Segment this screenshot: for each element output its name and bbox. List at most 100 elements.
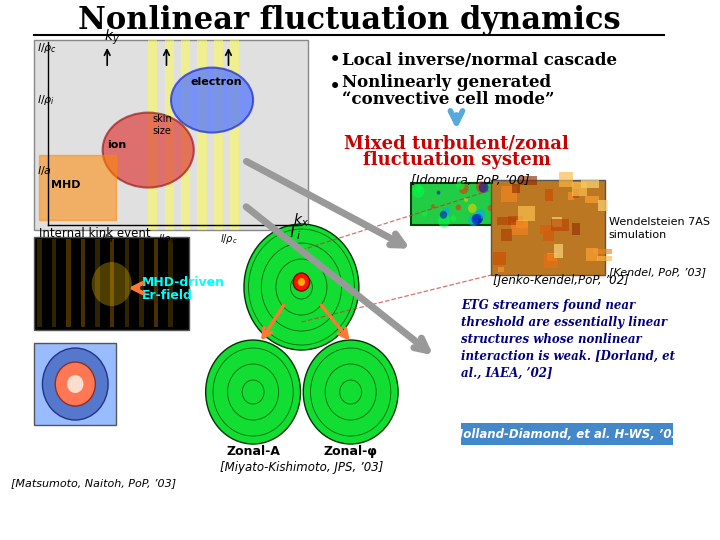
Bar (516, 220, 528, 228)
Bar (214, 40, 223, 230)
Bar (181, 40, 190, 230)
Text: “convective cell mode”: “convective cell mode” (341, 91, 554, 107)
Circle shape (468, 204, 477, 213)
Circle shape (474, 213, 483, 224)
Bar (586, 248, 598, 261)
Bar (500, 230, 512, 240)
Circle shape (413, 184, 425, 198)
Circle shape (490, 208, 503, 221)
Text: $k_x$: $k_x$ (294, 211, 310, 229)
Circle shape (91, 262, 132, 306)
Circle shape (42, 348, 108, 420)
Text: $l/a$: $l/a$ (101, 232, 114, 245)
Bar (501, 186, 518, 202)
Bar (497, 217, 516, 225)
Text: Zonal-φ: Zonal-φ (324, 444, 378, 457)
Bar (511, 222, 528, 235)
Circle shape (518, 202, 526, 211)
Text: •: • (329, 50, 341, 70)
Circle shape (443, 207, 450, 215)
Bar (519, 176, 536, 185)
Circle shape (293, 273, 310, 291)
Text: interaction is weak. [Dorland, et: interaction is weak. [Dorland, et (461, 349, 675, 362)
Text: $l/\rho_i$: $l/\rho_i$ (37, 93, 55, 107)
Bar (593, 249, 612, 254)
Text: Local inverse/normal cascade: Local inverse/normal cascade (341, 52, 616, 69)
Bar (546, 188, 553, 200)
Text: ETG streamers found near: ETG streamers found near (461, 299, 635, 312)
Text: MHD: MHD (51, 180, 81, 190)
Bar (35, 237, 189, 330)
Circle shape (472, 215, 476, 220)
Bar (153, 239, 158, 327)
Circle shape (559, 186, 567, 194)
Circle shape (526, 200, 531, 205)
Text: Nonlinear fluctuation dynamics: Nonlinear fluctuation dynamics (78, 5, 620, 36)
Text: $k_y$: $k_y$ (104, 28, 120, 47)
Circle shape (456, 205, 461, 211)
Bar (125, 239, 129, 327)
Circle shape (416, 186, 422, 191)
Bar (546, 253, 557, 261)
Bar (37, 239, 42, 327)
Text: skin
size: skin size (152, 114, 172, 136)
Text: structures whose nonlinear: structures whose nonlinear (461, 333, 642, 346)
Text: ion: ion (107, 140, 126, 150)
Circle shape (422, 210, 428, 217)
Text: Nonlinearly generated: Nonlinearly generated (341, 73, 551, 91)
Circle shape (459, 184, 464, 188)
Circle shape (549, 199, 559, 210)
Circle shape (456, 180, 465, 190)
Bar (585, 196, 599, 203)
Bar (551, 219, 569, 231)
Circle shape (468, 215, 479, 226)
Circle shape (508, 204, 512, 208)
Bar (544, 254, 559, 268)
Circle shape (583, 198, 588, 203)
Circle shape (298, 278, 305, 286)
Circle shape (588, 188, 593, 194)
Circle shape (513, 206, 518, 211)
Bar (572, 222, 580, 235)
Circle shape (67, 375, 84, 393)
Bar (598, 200, 608, 211)
Bar (491, 180, 605, 275)
Text: Wendelsteien 7AS: Wendelsteien 7AS (608, 217, 710, 227)
Circle shape (526, 185, 533, 193)
Text: [Idomura, PoP, ’00]: [Idomura, PoP, ’00] (411, 173, 529, 186)
Text: $l/\rho_c$: $l/\rho_c$ (37, 41, 57, 55)
Bar (552, 218, 562, 227)
Bar (66, 239, 71, 327)
Text: Zonal-A: Zonal-A (226, 444, 280, 457)
Text: Er-field: Er-field (142, 288, 193, 301)
Circle shape (244, 224, 359, 350)
Circle shape (303, 340, 398, 444)
Text: $l/a$: $l/a$ (37, 164, 52, 177)
Circle shape (581, 190, 585, 195)
Ellipse shape (103, 112, 194, 187)
Bar (411, 183, 598, 225)
Text: electron: electron (191, 77, 243, 87)
Circle shape (55, 362, 95, 406)
Text: $l/\rho_c$: $l/\rho_c$ (220, 232, 238, 246)
Text: [Kendel, PoP, ’03]: [Kendel, PoP, ’03] (608, 267, 706, 277)
Bar (493, 252, 506, 265)
Circle shape (476, 181, 487, 193)
Bar (518, 206, 534, 221)
Text: [Matsumoto, Naitoh, PoP, ’03]: [Matsumoto, Naitoh, PoP, ’03] (11, 478, 176, 488)
FancyBboxPatch shape (35, 40, 308, 230)
Polygon shape (39, 155, 117, 220)
Circle shape (586, 186, 595, 195)
Bar (168, 239, 173, 327)
Circle shape (476, 208, 485, 219)
Circle shape (438, 214, 450, 227)
Bar (543, 232, 554, 241)
Circle shape (523, 205, 535, 218)
Text: fluctuation system: fluctuation system (362, 151, 550, 169)
Text: •: • (329, 77, 341, 97)
Circle shape (529, 187, 538, 197)
Text: [Holland-Diamond, et al. H-WS, ’03]: [Holland-Diamond, et al. H-WS, ’03] (449, 428, 685, 441)
Bar (35, 343, 117, 425)
Circle shape (546, 202, 556, 212)
Circle shape (479, 182, 488, 193)
